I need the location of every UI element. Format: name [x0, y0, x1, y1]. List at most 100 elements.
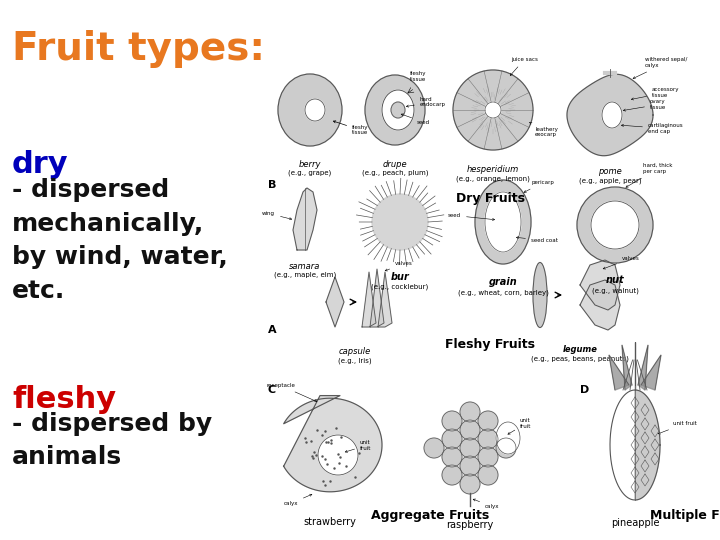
Text: Fleshy Fruits: Fleshy Fruits: [445, 338, 535, 351]
Text: bur: bur: [391, 272, 410, 282]
Polygon shape: [370, 269, 384, 327]
Circle shape: [478, 465, 498, 485]
Text: valves: valves: [385, 261, 413, 271]
Circle shape: [424, 438, 444, 458]
Text: ovary
tissue: ovary tissue: [624, 99, 666, 111]
Text: (e.g., orange, lemon): (e.g., orange, lemon): [456, 175, 530, 181]
Text: - dispersed by
animals: - dispersed by animals: [12, 412, 212, 469]
Circle shape: [453, 70, 533, 150]
Text: calyx: calyx: [284, 494, 312, 506]
Text: fleshy
tissue: fleshy tissue: [333, 121, 369, 136]
Ellipse shape: [602, 102, 622, 128]
Circle shape: [442, 429, 462, 449]
Text: withered sepal/
calyx: withered sepal/ calyx: [633, 57, 688, 78]
Text: nut: nut: [606, 275, 624, 285]
Text: strawberry: strawberry: [304, 517, 356, 527]
Text: seed: seed: [401, 114, 430, 125]
Text: grain: grain: [489, 277, 518, 287]
Text: samara: samara: [289, 262, 320, 271]
Text: hesperidium: hesperidium: [467, 165, 519, 174]
Text: Dry Fruits: Dry Fruits: [456, 192, 524, 205]
Circle shape: [485, 102, 501, 118]
Ellipse shape: [278, 74, 342, 146]
Text: seed: seed: [448, 213, 495, 220]
Text: B: B: [268, 180, 276, 190]
Text: (e.g., peach, plum): (e.g., peach, plum): [361, 170, 428, 177]
Text: pericarp: pericarp: [524, 180, 554, 192]
Circle shape: [478, 429, 498, 449]
Text: C: C: [268, 385, 276, 395]
Text: Fruit types:: Fruit types:: [12, 30, 265, 68]
Text: pineapple: pineapple: [611, 518, 660, 528]
Text: seed coat: seed coat: [516, 237, 558, 243]
Polygon shape: [378, 272, 392, 327]
Text: cartilaginous
end cap: cartilaginous end cap: [621, 123, 683, 134]
Circle shape: [460, 456, 480, 476]
Text: receptacle: receptacle: [266, 383, 317, 402]
Text: capsule: capsule: [339, 347, 371, 356]
Text: pome: pome: [598, 167, 622, 176]
Polygon shape: [610, 390, 635, 500]
Text: (e.g., cocklebur): (e.g., cocklebur): [372, 284, 428, 291]
Text: fleshy
tissue: fleshy tissue: [410, 71, 426, 82]
Text: drupe: drupe: [383, 160, 408, 169]
Polygon shape: [326, 277, 344, 327]
Text: (e.g., grape): (e.g., grape): [289, 170, 332, 177]
Polygon shape: [567, 75, 653, 156]
Text: unit fruit: unit fruit: [658, 421, 697, 434]
Text: wing: wing: [262, 211, 292, 220]
Text: unit
fruit: unit fruit: [346, 440, 372, 453]
Circle shape: [577, 187, 653, 263]
Text: legume: legume: [562, 346, 598, 354]
Circle shape: [478, 411, 498, 431]
Text: Aggregate Fruits: Aggregate Fruits: [371, 509, 489, 522]
Ellipse shape: [496, 422, 520, 454]
Polygon shape: [580, 260, 620, 310]
Text: berry: berry: [299, 160, 321, 169]
Circle shape: [478, 447, 498, 467]
Polygon shape: [609, 355, 629, 390]
Text: (e.g., wheat, corn, barley): (e.g., wheat, corn, barley): [458, 289, 549, 295]
Polygon shape: [622, 345, 632, 390]
Polygon shape: [580, 280, 620, 330]
Polygon shape: [362, 272, 376, 327]
Text: (e.g., peas, beans, peanuts): (e.g., peas, beans, peanuts): [531, 355, 629, 362]
Polygon shape: [372, 194, 428, 250]
Text: A: A: [268, 325, 276, 335]
Polygon shape: [638, 345, 648, 390]
Circle shape: [442, 465, 462, 485]
Circle shape: [460, 420, 480, 440]
Text: hard, thick
per carp: hard, thick per carp: [626, 163, 672, 187]
Circle shape: [460, 402, 480, 422]
Ellipse shape: [382, 90, 414, 130]
Text: hard
endocarp: hard endocarp: [406, 97, 446, 107]
Text: calyx: calyx: [473, 499, 500, 509]
Text: Multiple Fruit: Multiple Fruit: [650, 509, 720, 522]
Polygon shape: [284, 396, 382, 492]
Text: juice sacs: juice sacs: [510, 57, 538, 76]
Circle shape: [591, 201, 639, 249]
Text: (e.g., walnut): (e.g., walnut): [592, 287, 639, 294]
Circle shape: [496, 438, 516, 458]
Polygon shape: [635, 390, 660, 500]
Polygon shape: [641, 355, 661, 390]
Text: dry: dry: [12, 150, 68, 179]
Ellipse shape: [475, 180, 531, 264]
Text: valves: valves: [603, 256, 640, 269]
Text: D: D: [580, 385, 589, 395]
Circle shape: [460, 474, 480, 494]
Polygon shape: [293, 188, 317, 250]
Text: (e.g., maple, elm): (e.g., maple, elm): [274, 272, 336, 279]
Circle shape: [442, 411, 462, 431]
Ellipse shape: [305, 99, 325, 121]
Text: (e.g., Iris): (e.g., Iris): [338, 357, 372, 363]
Circle shape: [442, 447, 462, 467]
Text: (e.g., apple, pear): (e.g., apple, pear): [579, 177, 642, 184]
Circle shape: [318, 435, 358, 475]
Ellipse shape: [391, 102, 405, 118]
Ellipse shape: [365, 75, 425, 145]
Text: raspberry: raspberry: [446, 520, 494, 530]
Text: unit
fruit: unit fruit: [508, 418, 531, 434]
Ellipse shape: [485, 192, 521, 252]
Text: - dispersed
mechanically,
by wind, water,
etc.: - dispersed mechanically, by wind, water…: [12, 178, 228, 302]
